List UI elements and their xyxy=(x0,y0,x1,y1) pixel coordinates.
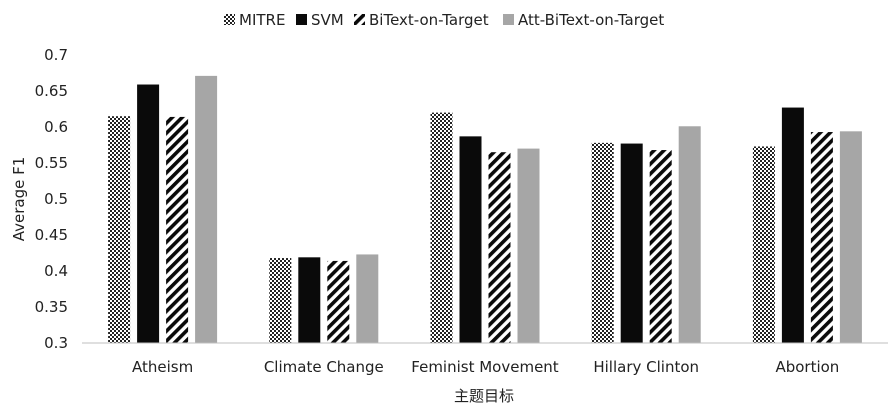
y-axis-title: Average F1 xyxy=(10,157,28,242)
bar-mitre-feminist-movement xyxy=(430,112,453,343)
y-tick-label: 0.35 xyxy=(35,298,68,316)
legend-item-bitext-on-target: BiText-on-Target xyxy=(354,11,489,29)
y-tick-label: 0.4 xyxy=(44,262,68,280)
legend-swatch-svm xyxy=(296,14,307,25)
y-tick-label: 0.55 xyxy=(35,154,68,172)
x-tick-label-hillary-clinton: Hillary Clinton xyxy=(593,358,699,376)
bar-mitre-hillary-clinton xyxy=(591,142,614,343)
x-axis-title: 主题目标 xyxy=(454,387,514,405)
x-tick-label-atheism: Atheism xyxy=(132,358,193,376)
legend-item-svm: SVM xyxy=(296,11,344,29)
bar-att-bitext-on-target-feminist-movement xyxy=(517,148,540,343)
legend: MITRE SVM BiText-on-Target Att-BiText-on-Ta… xyxy=(224,11,664,29)
legend-swatch-mitre xyxy=(224,14,235,25)
bar-svm-abortion xyxy=(781,107,804,343)
y-tick-label: 0.45 xyxy=(35,226,68,244)
bar-svm-atheism xyxy=(137,84,160,344)
y-tick-label: 0.5 xyxy=(44,190,68,208)
legend-swatch-bitext-on-target xyxy=(354,14,365,25)
bar-att-bitext-on-target-hillary-clinton xyxy=(678,126,701,343)
bar-mitre-climate-change xyxy=(269,258,292,343)
bar-att-bitext-on-target-abortion xyxy=(839,131,862,343)
x-axis: Atheism Climate Change Feminist Movement Hi… xyxy=(132,358,839,376)
bar-att-bitext-on-target-climate-change xyxy=(356,254,379,343)
bar-bitext-on-target-hillary-clinton xyxy=(649,150,672,343)
bar-bitext-on-target-abortion xyxy=(810,132,833,343)
x-tick-label-feminist-movement: Feminist Movement xyxy=(411,358,559,376)
legend-label-svm: SVM xyxy=(311,11,344,29)
bar-svm-feminist-movement xyxy=(459,136,482,343)
y-tick-label: 0.65 xyxy=(35,82,68,100)
legend-label-att-bitext-on-target: Att-BiText-on-Target xyxy=(518,11,664,29)
bar-svm-hillary-clinton xyxy=(620,143,643,343)
legend-item-att-bitext-on-target: Att-BiText-on-Target xyxy=(503,11,664,29)
x-tick-label-abortion: Abortion xyxy=(775,358,839,376)
y-tick-label: 0.6 xyxy=(44,118,68,136)
bars xyxy=(108,75,862,344)
bar-mitre-atheism xyxy=(108,116,131,343)
legend-swatch-att-bitext-on-target xyxy=(503,14,514,25)
y-axis: 0.3 0.35 0.4 0.45 0.5 0.55 0.6 0.65 0.7 xyxy=(35,46,68,352)
bar-bitext-on-target-climate-change xyxy=(327,260,350,343)
legend-label-bitext-on-target: BiText-on-Target xyxy=(369,11,489,29)
x-tick-label-climate-change: Climate Change xyxy=(264,358,384,376)
bar-bitext-on-target-atheism xyxy=(166,116,189,343)
legend-item-mitre: MITRE xyxy=(224,11,285,29)
bar-bitext-on-target-feminist-movement xyxy=(488,152,511,343)
y-tick-label: 0.3 xyxy=(44,334,68,352)
bar-mitre-abortion xyxy=(752,146,775,343)
bar-att-bitext-on-target-atheism xyxy=(195,75,218,343)
bar-svm-climate-change xyxy=(298,257,321,343)
y-tick-label: 0.7 xyxy=(44,46,68,64)
legend-label-mitre: MITRE xyxy=(239,11,285,29)
